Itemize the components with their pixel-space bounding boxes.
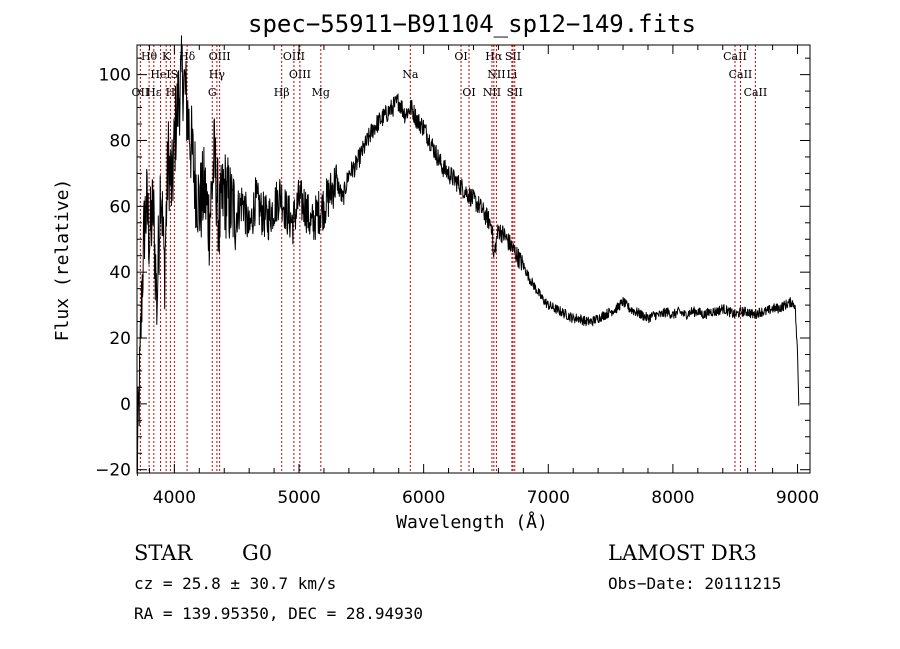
x-tick-label: 9000	[776, 488, 819, 508]
line-marker-label: OII	[132, 86, 150, 99]
y-tick-label: −20	[95, 461, 131, 481]
line-marker-label: Hβ	[274, 86, 290, 99]
line-marker-label: Hθ	[141, 50, 158, 63]
line-marker-label: CaII	[723, 50, 747, 63]
y-axis: −20 0 20 40 60 80 100	[95, 57, 810, 481]
x-axis: 4000 5000 6000 7000 8000 9000	[148, 45, 819, 508]
line-marker-label: CaII	[729, 68, 753, 81]
line-marker-label: OI	[454, 50, 467, 63]
line-marker-label: K	[162, 50, 171, 63]
y-tick-label: 40	[109, 263, 131, 283]
object-subclass: G0	[242, 541, 272, 565]
line-marker-label: Hα	[485, 50, 503, 63]
line-marker-label: Hγ	[209, 68, 226, 81]
line-marker-label: SII	[505, 50, 521, 63]
spectrum-series	[136, 35, 800, 476]
x-tick-label: 8000	[651, 488, 694, 508]
y-axis-label: Flux (relative)	[52, 179, 73, 342]
x-axis-label: Wavelength (Å)	[396, 511, 548, 533]
line-marker-label: NII	[483, 86, 501, 99]
line-marker-label: Li	[506, 68, 517, 81]
line-marker-label: OIII	[209, 50, 231, 63]
x-tick-label: 6000	[402, 488, 445, 508]
x-tick-label: 4000	[153, 488, 196, 508]
line-marker-label: S	[171, 68, 179, 81]
line-marker-label: NII	[487, 68, 505, 81]
chart-title: spec−55911−B91104_sp12−149.fits	[248, 10, 696, 38]
coordinates-text: RA = 139.95350, DEC = 28.94930	[134, 604, 423, 623]
line-marker-label: G	[208, 86, 217, 99]
plot-frame	[136, 44, 811, 474]
line-marker-label: H	[166, 86, 176, 99]
line-marker-label: HeI	[150, 68, 170, 81]
line-marker-label: Hδ	[179, 50, 196, 63]
y-tick-label: 0	[120, 395, 131, 415]
y-tick-label: 80	[109, 131, 131, 151]
y-tick-label: 20	[109, 329, 131, 349]
x-tick-label: 7000	[527, 488, 570, 508]
obs-date-text: Obs−Date: 20111215	[608, 574, 781, 593]
line-marker-label: OI	[462, 86, 475, 99]
spectrum-line	[136, 35, 800, 476]
y-tick-label: 100	[99, 66, 131, 86]
x-tick-label: 5000	[277, 488, 320, 508]
line-marker-label: Hε	[146, 86, 162, 99]
redshift-text: cz = 25.8 ± 30.7 km/s	[134, 574, 336, 593]
line-marker-label: Mg	[312, 86, 330, 99]
survey-name: LAMOST DR3	[608, 541, 757, 565]
y-tick-label: 60	[109, 197, 131, 217]
line-marker-label: SII	[507, 86, 523, 99]
object-class: STAR	[134, 541, 193, 565]
line-marker-label: OIII	[289, 68, 311, 81]
line-marker-label: OIII	[283, 50, 305, 63]
line-marker-label: Na	[402, 68, 419, 81]
line-marker-label: CaII	[744, 86, 768, 99]
